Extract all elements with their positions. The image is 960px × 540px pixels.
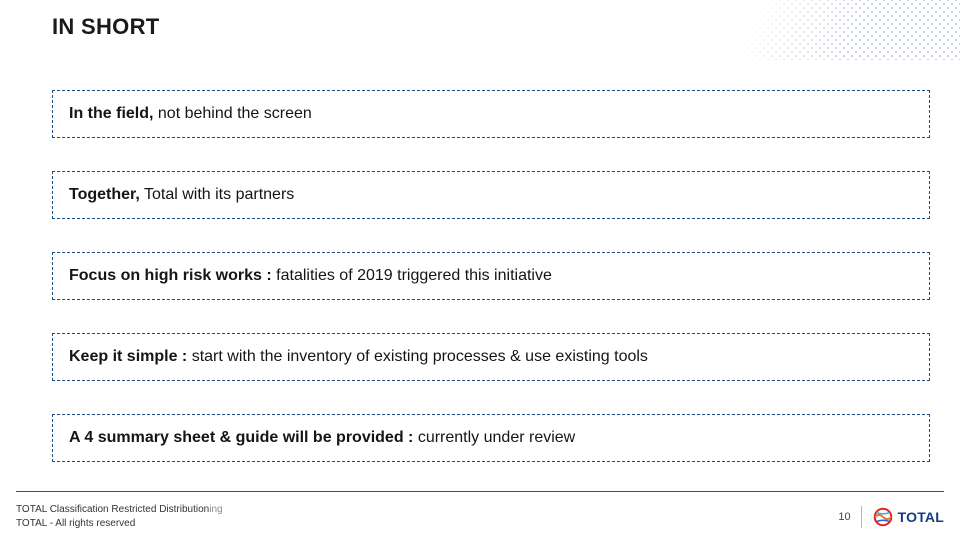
brand-logo: TOTAL <box>872 506 944 528</box>
footer-classification: TOTAL Classification Restricted Distribu… <box>16 503 223 517</box>
corner-decoration <box>700 0 960 60</box>
info-box-text: currently under review <box>413 429 575 446</box>
footer-right: 10 TOTAL <box>838 506 944 528</box>
info-box-bold: Together, <box>69 186 140 203</box>
footer-text-b: Restricted Distribution <box>111 504 209 515</box>
page-title: IN SHORT <box>52 14 160 40</box>
footer-divider <box>16 491 944 492</box>
footer-vline <box>861 506 862 528</box>
page-number: 10 <box>838 511 850 523</box>
globe-icon <box>872 506 894 528</box>
info-box-text: start with the inventory of existing pro… <box>187 348 648 365</box>
info-box: Focus on high risk works : fatalities of… <box>52 252 930 300</box>
info-box-text: fatalities of 2019 triggered this initia… <box>272 267 552 284</box>
info-box: Keep it simple : start with the inventor… <box>52 333 930 381</box>
slide: IN SHORT In the field, not behind the sc… <box>0 0 960 540</box>
info-box-bold: Keep it simple : <box>69 348 187 365</box>
info-box: Together, Total with its partners <box>52 171 930 219</box>
brand-name: TOTAL <box>898 510 944 524</box>
box-list: In the field, not behind the screen Toge… <box>52 90 930 462</box>
info-box-text: not behind the screen <box>153 105 311 122</box>
footer-text-a: TOTAL Classification <box>16 504 109 515</box>
info-box-text: Total with its partners <box>140 186 294 203</box>
info-box: In the field, not behind the screen <box>52 90 930 138</box>
footer-text-overlap: ing <box>209 504 222 515</box>
info-box-bold: A 4 summary sheet & guide will be provid… <box>69 429 413 446</box>
info-box-bold: In the field, <box>69 105 153 122</box>
footer-left: TOTAL Classification Restricted Distribu… <box>16 503 223 530</box>
info-box: A 4 summary sheet & guide will be provid… <box>52 414 930 462</box>
info-box-bold: Focus on high risk works : <box>69 267 272 284</box>
footer-rights: TOTAL - All rights reserved <box>16 517 223 531</box>
